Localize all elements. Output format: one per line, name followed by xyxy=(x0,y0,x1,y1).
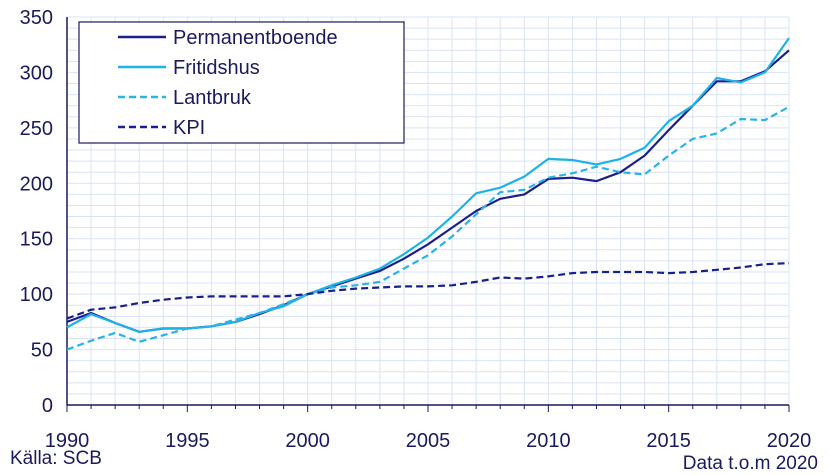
series-line-lantbruk xyxy=(66,105,790,351)
y-tick-label: 100 xyxy=(20,284,53,306)
x-tick-label: 1995 xyxy=(165,430,210,452)
legend-label-permanentboende: Permanentboende xyxy=(173,27,338,49)
data-note: Data t.o.m 2020 xyxy=(682,453,818,474)
x-tick-label: 2015 xyxy=(646,430,691,452)
y-tick-label: 350 xyxy=(20,7,53,29)
y-tick-label: 300 xyxy=(20,62,53,84)
legend-label-fritidshus: Fritidshus xyxy=(173,57,260,79)
x-tick-label: 1990 xyxy=(45,430,90,452)
source-note: Källa: SCB xyxy=(10,448,102,469)
y-tick-label: 50 xyxy=(31,340,53,362)
series-lines xyxy=(66,37,790,351)
series-line-kpi xyxy=(66,262,790,320)
x-tick-label: 2020 xyxy=(767,430,812,452)
y-tick-label: 200 xyxy=(20,173,53,195)
y-tick-label: 250 xyxy=(20,118,53,140)
x-tick-label: 2005 xyxy=(406,430,451,452)
x-tick-label: 2010 xyxy=(526,430,571,452)
legend: Permanentboende Fritidshus Lantbruk KPI xyxy=(78,21,405,144)
legend-label-kpi: KPI xyxy=(173,117,205,139)
y-tick-label: 0 xyxy=(42,395,53,417)
x-tick-label: 2000 xyxy=(285,430,330,452)
y-tick-label: 150 xyxy=(20,229,53,251)
legend-box xyxy=(78,21,405,144)
legend-label-lantbruk: Lantbruk xyxy=(173,87,252,109)
axes: 0 50 100 150 200 250 300 350 1990 1995 2000 2005 201… xyxy=(20,7,812,452)
